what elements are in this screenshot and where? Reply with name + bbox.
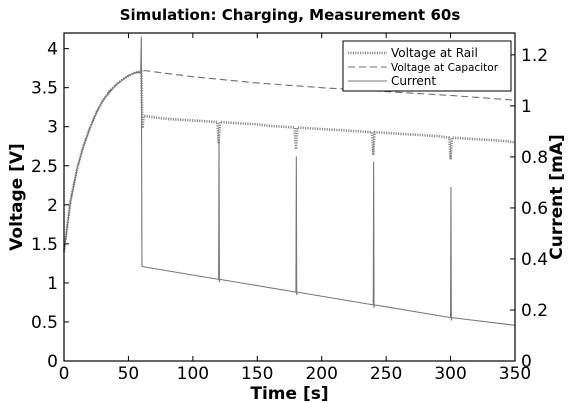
y2-axis-title: Current [mA] xyxy=(547,134,567,259)
legend: Voltage at Rail Voltage at CapacitorCurre… xyxy=(342,40,512,92)
legend-box xyxy=(342,40,512,92)
y2-tick-label: 0.2 xyxy=(521,301,548,321)
x-tick-label: 50 xyxy=(118,364,140,384)
y-tick-label: 3.5 xyxy=(31,79,58,99)
y-tick-label: 3 xyxy=(47,118,58,138)
x-tick-label: 0 xyxy=(59,364,70,384)
x-tick-label: 100 xyxy=(177,364,209,384)
x-tick-label: 150 xyxy=(241,364,273,384)
y-tick-label: 0 xyxy=(47,352,58,372)
y-tick-label: 2 xyxy=(47,196,58,216)
y-tick-label: 1 xyxy=(47,274,58,294)
y2-tick-label: 0.6 xyxy=(521,199,548,219)
x-tick-label: 200 xyxy=(305,364,337,384)
legend-label: Current xyxy=(391,74,436,88)
y-tick-label: 0.5 xyxy=(31,313,58,333)
y-tick-label: 1.5 xyxy=(31,235,58,255)
axes-layer: 0 50 100 150 200 250 300 35000.511.522.533.5400… xyxy=(31,33,548,384)
x-tick-label: 300 xyxy=(434,364,466,384)
x-tick-label: 250 xyxy=(370,364,402,384)
legend-label: Voltage at Capacitor xyxy=(391,62,499,74)
y-axis-title: Voltage [V] xyxy=(7,143,27,251)
y2-tick-label: 0 xyxy=(521,352,532,372)
y-tick-label: 4 xyxy=(47,40,58,60)
y2-tick-label: 0.8 xyxy=(521,148,548,168)
x-axis-title: Time [s] xyxy=(250,384,328,403)
plot-frame xyxy=(63,32,516,362)
legend-label: Voltage at Rail xyxy=(391,46,478,60)
chart-title: Simulation: Charging, Measurement 60s xyxy=(120,6,461,24)
y-tick-label: 2.5 xyxy=(31,157,58,177)
x-tick-label: 350 xyxy=(499,364,531,384)
series-layer xyxy=(62,36,516,326)
y2-tick-label: 1 xyxy=(521,97,532,117)
y2-tick-label: 1.2 xyxy=(521,46,548,66)
y2-tick-label: 0.4 xyxy=(521,250,548,270)
series-line-current xyxy=(63,36,516,326)
